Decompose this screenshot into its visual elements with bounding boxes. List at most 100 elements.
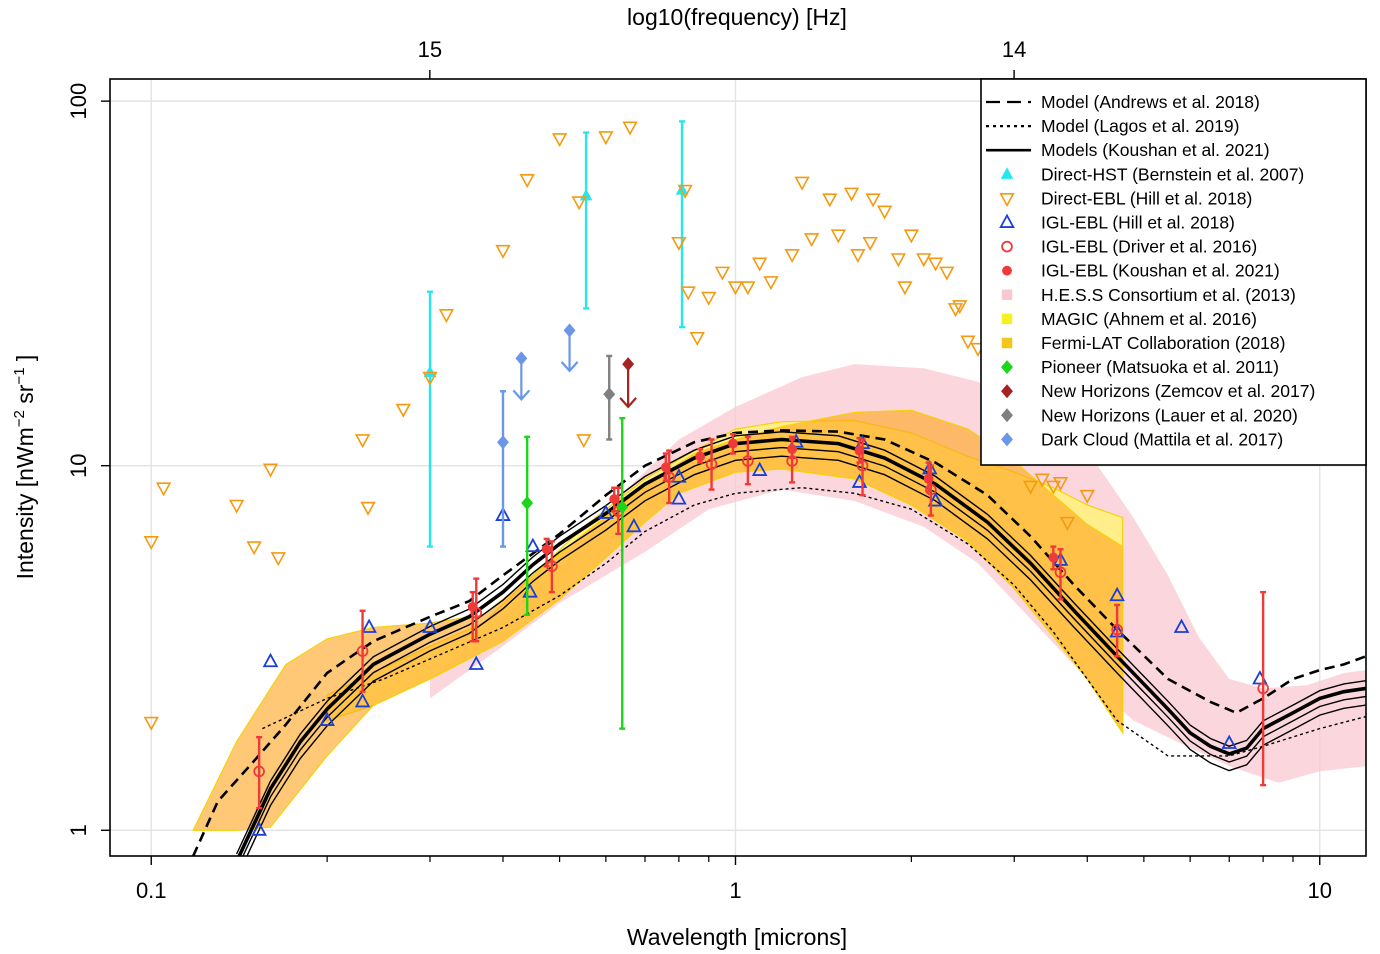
hill-direct-ebl-point xyxy=(680,286,696,301)
legend-marker-swatch xyxy=(999,193,1015,208)
hill-igl-point xyxy=(626,517,642,533)
driver-igl-point-error-bar xyxy=(256,736,263,810)
legend-label: New Horizons (Lauer et al. 2020) xyxy=(1041,405,1298,425)
hill-direct-ebl-point xyxy=(916,253,932,268)
hill-direct-ebl-point xyxy=(143,716,159,731)
data-points xyxy=(143,120,1269,836)
legend-item: Model (Lagos et al. 2019) xyxy=(986,116,1239,136)
legend-label: Direct-EBL (Hill et al. 2018) xyxy=(1041,188,1252,208)
legend-label: Pioneer (Matsuoka et al. 2011) xyxy=(1041,357,1279,377)
top-tick-label: 15 xyxy=(418,37,442,62)
driver-igl-point-error-bar xyxy=(1260,590,1267,787)
legend-item: IGL-EBL (Driver et al. 2016) xyxy=(1001,237,1257,257)
hill-igl-point xyxy=(671,468,687,483)
hill-direct-ebl-point xyxy=(803,233,820,248)
legend-label: IGL-EBL (Koushan et al. 2021) xyxy=(1041,261,1280,281)
legend-item: MAGIC (Ahnem et al. 2016) xyxy=(1001,309,1257,329)
hill-igl-point xyxy=(262,652,279,668)
koushan-igl-point-error-bar xyxy=(469,590,476,643)
driver-igl-point xyxy=(1257,682,1269,695)
driver-igl-point-error-bar xyxy=(744,435,751,486)
hill-direct-ebl-point xyxy=(1022,480,1039,495)
driver-igl-point xyxy=(705,458,718,470)
x-tick-label: 10 xyxy=(1307,878,1331,903)
driver-igl-point xyxy=(356,645,369,657)
legend-item: New Horizons (Lauer et al. 2020) xyxy=(1001,405,1298,425)
hill-direct-ebl-point xyxy=(495,244,511,259)
dark-cloud-point xyxy=(497,435,509,450)
legend-marker-swatch xyxy=(999,213,1015,228)
legend-label: Model (Lagos et al. 2019) xyxy=(1041,116,1239,136)
hill-igl-point xyxy=(354,692,371,708)
hill-direct-ebl-point xyxy=(752,257,768,272)
bernstein-hst-point-error-bar xyxy=(679,120,686,329)
bernstein-hst-point-error-bar xyxy=(426,290,433,548)
legend-marker-swatch xyxy=(1001,408,1013,423)
legend-label: Dark Cloud (Mattila et al. 2017) xyxy=(1041,429,1283,449)
koushan-igl-point xyxy=(660,462,671,473)
hill-igl-point xyxy=(1221,734,1238,749)
hill-igl-point xyxy=(319,711,335,726)
lauer-new-horizons-point xyxy=(603,387,616,402)
hill-igl-point xyxy=(468,655,485,670)
hill-direct-ebl-point xyxy=(897,281,913,296)
legend-marker-swatch xyxy=(1001,360,1013,375)
hill-direct-ebl-point xyxy=(598,131,614,146)
driver-igl-point-error-bar xyxy=(666,449,673,505)
hill-direct-ebl-point xyxy=(903,229,920,244)
legend-label: Model (Andrews et al. 2018) xyxy=(1041,92,1260,112)
hill-direct-ebl-point xyxy=(1034,473,1050,488)
driver-igl-point-error-bar xyxy=(1114,603,1121,658)
hill-direct-ebl-point xyxy=(395,403,411,418)
driver-igl-point xyxy=(1111,623,1123,636)
hill-direct-ebl-point xyxy=(671,236,687,251)
x-tick-label: 1 xyxy=(729,878,741,903)
legend-label: IGL-EBL (Hill et al. 2018) xyxy=(1041,213,1235,233)
legend-item: Models (Koushan et al. 2021) xyxy=(986,140,1270,160)
legend-marker-swatch xyxy=(1001,289,1013,301)
pioneer-point-error-bar xyxy=(524,435,531,616)
driver-igl-point xyxy=(253,765,265,778)
lagos-model-line xyxy=(262,486,1366,757)
legend-label: New Horizons (Zemcov et al. 2017) xyxy=(1041,381,1315,401)
hill-direct-ebl-point xyxy=(890,253,906,268)
hill-direct-ebl-point xyxy=(843,187,860,202)
top-tick-label: 14 xyxy=(1002,37,1026,62)
hill-direct-ebl-point xyxy=(228,499,245,514)
hill-direct-ebl-point xyxy=(422,371,438,386)
hill-igl-point xyxy=(1173,618,1190,633)
legend-label: IGL-EBL (Driver et al. 2016) xyxy=(1041,237,1257,257)
hill-igl-point xyxy=(598,504,614,519)
hill-direct-ebl-point xyxy=(960,335,976,350)
driver-igl-point xyxy=(663,471,675,483)
pioneer-point-error-bar xyxy=(619,416,626,730)
driver-igl-point-error-bar xyxy=(548,540,555,594)
legend-marker-swatch xyxy=(1001,432,1013,447)
legend-item: H.E.S.S Consortium et al. (2013) xyxy=(1001,285,1296,305)
legend-item: IGL-EBL (Hill et al. 2018) xyxy=(999,213,1235,233)
koushan-igl-point xyxy=(923,474,934,484)
hill-direct-ebl-point xyxy=(262,463,279,478)
koushan-igl-point xyxy=(1048,552,1059,563)
dark-cloud-point-limit-arrow xyxy=(512,361,531,402)
hill-direct-ebl-point xyxy=(551,133,568,148)
koushan-igl-point xyxy=(695,451,706,462)
hill-igl-point xyxy=(422,618,438,633)
driver-igl-point xyxy=(1054,566,1067,579)
hill-direct-ebl-point xyxy=(714,266,731,281)
legend-box xyxy=(980,78,1367,466)
hill-direct-ebl-point xyxy=(876,205,893,220)
legend-item: Direct-HST (Bernstein et al. 2007) xyxy=(1000,164,1304,184)
y-title-segment: ] xyxy=(12,355,38,368)
hill-direct-ebl-point xyxy=(677,184,693,199)
hill-direct-ebl-point xyxy=(927,257,944,272)
hill-direct-ebl-point xyxy=(740,281,756,296)
legend-marker-swatch xyxy=(1000,167,1014,179)
legend-item: Direct-EBL (Hill et al. 2018) xyxy=(999,188,1252,208)
hill-direct-ebl-point xyxy=(784,248,800,263)
koushan-igl-point xyxy=(467,601,478,612)
hill-direct-ebl-point xyxy=(622,121,638,136)
dark-cloud-point xyxy=(515,351,528,366)
legend-item: IGL-EBL (Koushan et al. 2021) xyxy=(1002,261,1280,281)
